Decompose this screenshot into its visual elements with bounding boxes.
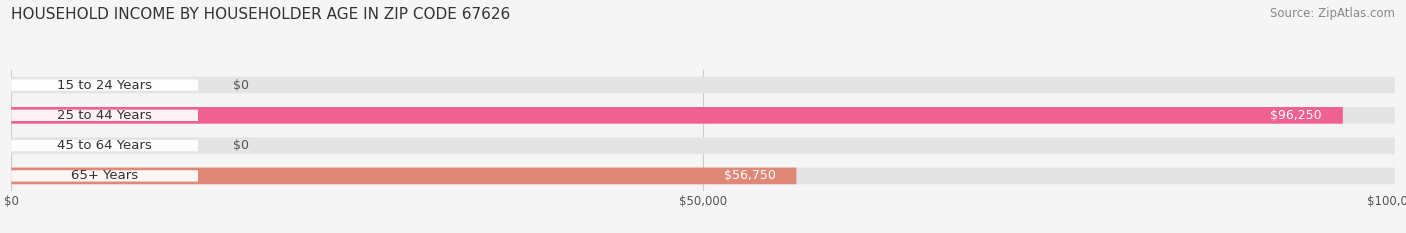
- Text: 65+ Years: 65+ Years: [72, 169, 138, 182]
- Text: $0: $0: [232, 139, 249, 152]
- FancyBboxPatch shape: [11, 77, 1395, 93]
- FancyBboxPatch shape: [11, 107, 1395, 124]
- FancyBboxPatch shape: [11, 168, 1395, 184]
- Text: $96,250: $96,250: [1271, 109, 1322, 122]
- Text: HOUSEHOLD INCOME BY HOUSEHOLDER AGE IN ZIP CODE 67626: HOUSEHOLD INCOME BY HOUSEHOLDER AGE IN Z…: [11, 7, 510, 22]
- Text: 15 to 24 Years: 15 to 24 Years: [58, 79, 152, 92]
- Text: $56,750: $56,750: [724, 169, 776, 182]
- FancyBboxPatch shape: [11, 140, 198, 151]
- FancyBboxPatch shape: [11, 170, 198, 182]
- Text: 45 to 64 Years: 45 to 64 Years: [58, 139, 152, 152]
- Text: $0: $0: [232, 79, 249, 92]
- FancyBboxPatch shape: [11, 137, 1395, 154]
- FancyBboxPatch shape: [11, 110, 198, 121]
- FancyBboxPatch shape: [11, 79, 198, 91]
- Text: 25 to 44 Years: 25 to 44 Years: [58, 109, 152, 122]
- FancyBboxPatch shape: [11, 107, 1343, 124]
- FancyBboxPatch shape: [11, 168, 796, 184]
- Text: Source: ZipAtlas.com: Source: ZipAtlas.com: [1270, 7, 1395, 20]
